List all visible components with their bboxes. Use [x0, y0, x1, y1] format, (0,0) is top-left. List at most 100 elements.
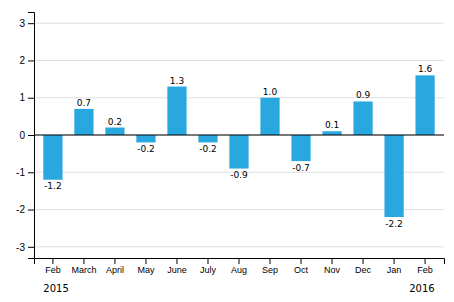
x-tick-mark: [114, 258, 115, 264]
data-label: 0.7: [77, 98, 91, 108]
data-labels: -1.2 0.7 0.2 -0.2 1.3 -0.2 -0.9 1.0 -0.7 0.1 0.9 -2…: [44, 64, 432, 228]
y-tick-label: -3: [16, 242, 25, 253]
x-tick-mark: [207, 258, 208, 264]
x-tick-label: Nov: [324, 265, 341, 275]
x-tick: Jan: [387, 258, 402, 275]
data-label: 0.1: [325, 120, 339, 130]
x-tick-label: June: [167, 265, 187, 275]
y-tick: -3: [16, 242, 34, 253]
bar: [384, 135, 403, 217]
chart: -3 -2 -1 0 1 2 3 Feb March April May June July Aug Sep…: [0, 0, 454, 302]
y-tick: -1: [16, 167, 34, 178]
data-label: 1.0: [263, 87, 278, 97]
year-label: 2015: [43, 283, 68, 294]
bar: [43, 135, 62, 180]
year-label: 2016: [409, 283, 434, 294]
bar: [415, 75, 434, 135]
grid: [34, 23, 444, 247]
bars: [43, 75, 434, 217]
x-tick: April: [106, 258, 124, 275]
plot: -3 -2 -1 0 1 2 3 Feb March April May June July Aug Sep…: [16, 13, 444, 295]
x-axis: Feb March April May June July Aug Sep Oct Nov Dec J…: [35, 258, 445, 275]
y-axis: -3 -2 -1 0 1 2 3: [16, 13, 34, 259]
data-label: -1.2: [44, 181, 62, 191]
annotations: 2015 2016: [43, 283, 434, 294]
y-tick-label: 0: [19, 130, 25, 141]
x-tick: Dec: [355, 258, 372, 275]
x-tick-label: Feb: [417, 265, 433, 275]
y-tick-mark: [28, 172, 34, 173]
bar: [322, 131, 341, 135]
bar: [260, 98, 279, 135]
x-tick-mark: [270, 258, 271, 264]
y-tick: 0: [19, 130, 34, 141]
data-label: -2.2: [385, 219, 403, 229]
y-tick-label: -2: [16, 204, 25, 215]
x-tick-mark: [425, 258, 426, 264]
grid-line: [34, 60, 444, 61]
y-tick-label: 3: [19, 18, 25, 29]
x-tick-mark: [145, 258, 146, 264]
x-tick-label: Aug: [231, 265, 247, 275]
x-tick: July: [200, 258, 217, 275]
x-tick-mark: [332, 258, 333, 264]
x-tick: Nov: [324, 258, 341, 275]
data-label: -0.7: [292, 163, 310, 173]
x-tick-mark: [239, 258, 240, 264]
grid-line: [34, 209, 444, 210]
x-axis-line: [35, 259, 445, 265]
x-tick: March: [71, 258, 96, 275]
x-tick: Feb: [45, 258, 61, 275]
data-label: 1.3: [170, 76, 184, 86]
data-label: -0.2: [199, 144, 217, 154]
x-tick: Aug: [231, 258, 247, 275]
bar: [167, 87, 186, 135]
x-tick: Oct: [294, 258, 309, 275]
y-tick-mark: [28, 247, 34, 248]
bar: [74, 109, 93, 135]
x-tick-label: May: [137, 265, 155, 275]
x-tick-mark: [176, 258, 177, 264]
bar: [136, 135, 155, 142]
y-tick-label: 2: [19, 55, 25, 66]
y-tick-label: -1: [16, 167, 25, 178]
y-tick: -2: [16, 204, 34, 215]
data-label: 0.9: [356, 90, 371, 100]
x-tick: Feb: [417, 258, 433, 275]
x-tick-mark: [83, 258, 84, 264]
x-tick-label: July: [200, 265, 217, 275]
data-label: 1.6: [418, 64, 433, 74]
x-tick-mark: [363, 258, 364, 264]
data-label: -0.2: [137, 144, 155, 154]
x-tick-label: Feb: [45, 265, 61, 275]
x-tick-label: Dec: [355, 265, 372, 275]
grid-line: [34, 23, 444, 24]
y-tick-mark: [28, 210, 34, 211]
x-tick-label: March: [71, 265, 96, 275]
x-tick-mark: [301, 258, 302, 264]
grid-line: [34, 246, 444, 247]
x-tick-label: Sep: [262, 265, 278, 275]
x-tick-mark: [52, 258, 53, 264]
bar: [105, 128, 124, 135]
zero-line: [34, 135, 444, 136]
data-label: -0.9: [230, 170, 248, 180]
y-tick: 1: [19, 92, 34, 103]
x-tick-label: April: [106, 265, 124, 275]
bar: [353, 101, 372, 135]
bar: [198, 135, 217, 142]
x-tick-label: Oct: [294, 265, 309, 275]
y-tick: 2: [19, 55, 34, 66]
y-axis-line: [28, 13, 35, 259]
y-tick: 3: [19, 18, 34, 29]
y-tick-mark: [28, 98, 34, 99]
grid-line: [34, 97, 444, 98]
x-tick: May: [137, 258, 155, 275]
x-tick-label: Jan: [387, 265, 402, 275]
x-tick-mark: [394, 258, 395, 264]
x-tick: June: [167, 258, 187, 275]
y-tick-mark: [28, 60, 34, 61]
bar: [229, 135, 248, 169]
bar: [291, 135, 310, 161]
data-label: 0.2: [108, 117, 122, 127]
